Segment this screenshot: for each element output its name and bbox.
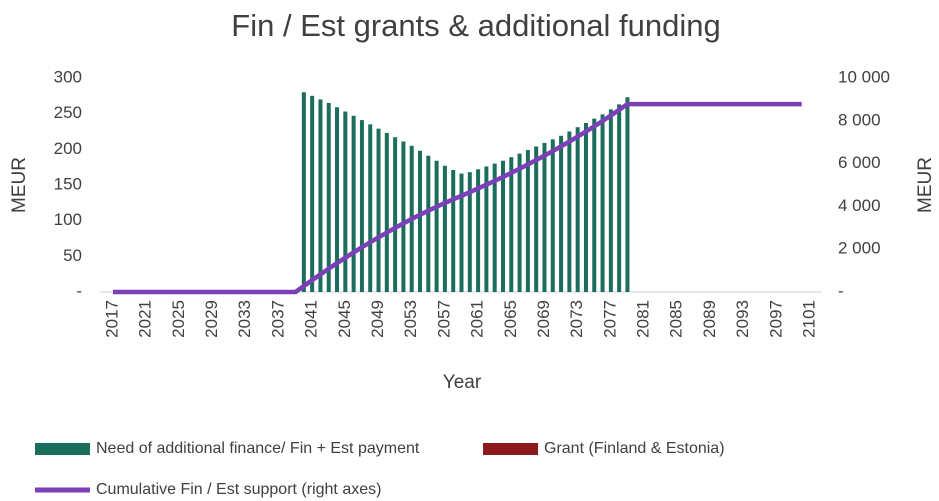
bar	[617, 104, 622, 292]
x-tick-label: 2069	[534, 300, 553, 338]
legend-label: Need of additional finance/ Fin + Est pa…	[96, 440, 420, 457]
bar	[575, 127, 580, 292]
bar	[368, 124, 373, 292]
bar	[567, 131, 572, 292]
bar	[583, 122, 588, 292]
bar	[343, 111, 348, 292]
bar	[393, 137, 398, 292]
y2-tick-label: 6 000	[838, 153, 881, 172]
bar	[592, 118, 597, 292]
bar	[509, 157, 514, 292]
bar	[401, 141, 406, 292]
bar	[542, 142, 547, 292]
legend-swatch	[35, 443, 90, 455]
bar	[384, 132, 389, 292]
y-tick-label: 300	[54, 67, 82, 86]
bar	[335, 107, 340, 292]
bar	[310, 95, 315, 292]
legend-swatch	[483, 443, 538, 455]
y-tick-label: 150	[54, 174, 82, 193]
bar	[359, 120, 364, 292]
bar	[608, 109, 613, 293]
bar	[550, 139, 555, 292]
x-tick-label: 2033	[235, 300, 254, 338]
bar	[451, 170, 456, 292]
legend-label: Cumulative Fin / Est support (right axes…	[96, 481, 381, 498]
x-tick-label: 2045	[335, 300, 354, 338]
bar	[476, 169, 481, 292]
y-tick-label: 100	[54, 210, 82, 229]
x-axis-label: Year	[443, 372, 482, 393]
y2-axis-label: MEUR	[915, 157, 936, 213]
bar	[434, 160, 439, 292]
bar	[426, 155, 431, 292]
bar	[418, 150, 423, 292]
x-tick-label: 2017	[102, 300, 121, 338]
y2-tick-label: 4 000	[838, 196, 881, 215]
x-tick-label: 2101	[799, 300, 818, 338]
legend-label: Grant (Finland & Estonia)	[544, 440, 725, 457]
x-tick-label: 2025	[169, 300, 188, 338]
x-tick-label: 2089	[700, 300, 719, 338]
y2-tick-label: 2 000	[838, 239, 881, 258]
chart-title: Fin / Est grants & additional funding	[231, 8, 720, 43]
bar	[484, 166, 489, 292]
x-tick-label: 2053	[401, 300, 420, 338]
bar	[301, 92, 306, 293]
x-tick-label: 2093	[733, 300, 752, 338]
y-tick-label: 200	[54, 139, 82, 158]
bar	[559, 135, 564, 292]
x-tick-label: 2021	[136, 300, 155, 338]
x-tick-label: 2049	[368, 300, 387, 338]
y-tick-label: 250	[54, 103, 82, 122]
x-tick-label: 2029	[202, 300, 221, 338]
y2-tick-label: 10 000	[838, 67, 890, 86]
y-axis-label: MEUR	[9, 157, 30, 213]
bar	[467, 172, 472, 292]
bar	[492, 163, 497, 292]
x-tick-label: 2057	[434, 300, 453, 338]
bar	[625, 97, 630, 292]
y2-tick-label: 8 000	[838, 110, 881, 129]
x-tick-label: 2085	[667, 300, 686, 338]
line	[113, 101, 802, 295]
x-tick-label: 2061	[468, 300, 487, 338]
bar	[376, 128, 381, 292]
bar	[500, 160, 505, 292]
x-tick-label: 2081	[634, 300, 653, 338]
x-tick-label: 2065	[501, 300, 520, 338]
y2-tick-label: -	[838, 281, 844, 300]
bar	[459, 173, 464, 292]
bar	[534, 146, 539, 292]
bar	[600, 114, 605, 292]
x-tick-label: 2073	[567, 300, 586, 338]
bar	[442, 165, 447, 292]
bar	[525, 150, 530, 292]
y-tick-label: 50	[63, 246, 82, 265]
bar	[318, 99, 323, 293]
x-tick-label: 2037	[268, 300, 287, 338]
bar	[351, 115, 356, 292]
x-tick-label: 2077	[600, 300, 619, 338]
y-tick-label: -	[76, 281, 82, 300]
bar	[517, 153, 522, 292]
x-tick-label: 2041	[302, 300, 321, 338]
bar	[326, 102, 331, 292]
x-tick-label: 2097	[766, 300, 785, 338]
